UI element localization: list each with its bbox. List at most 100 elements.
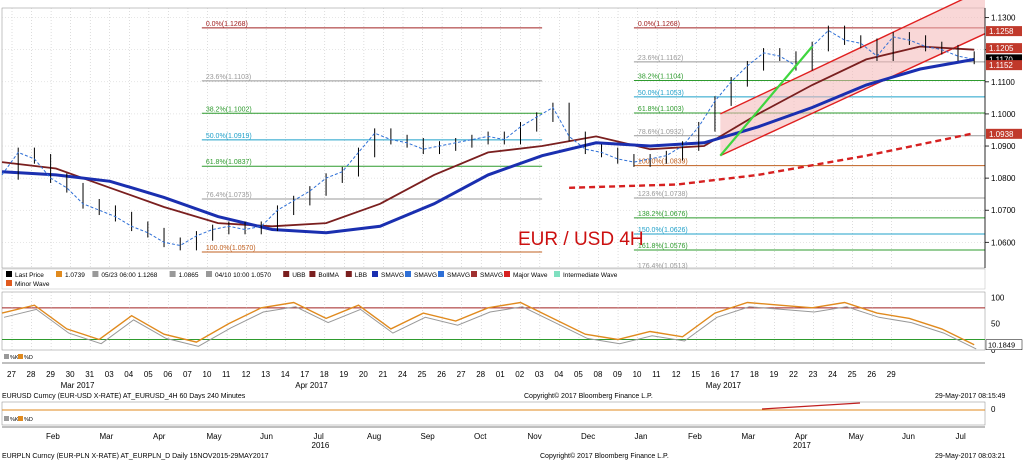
legend-swatch [6, 280, 12, 286]
date-axis: 27 28 29 30 31 03 04 05 06 07 10 11 12 13 14 17 18 19 20 21… [2, 362, 985, 390]
month-tick-label: Aug [367, 432, 381, 441]
legend-label: 05/23 06:00 1.1268 [101, 272, 157, 279]
price-tag [986, 26, 1022, 37]
date-tick-label: 10 [633, 370, 642, 379]
date-tick-label: 20 [359, 370, 368, 379]
fib-label: 76.4%(1.0735) [206, 192, 252, 199]
legend-label: Major Wave [513, 272, 548, 279]
date-tick-label: 26 [437, 370, 446, 379]
fib-label: 138.2%(1.0676) [638, 211, 688, 218]
date-tick-label: 29 [46, 370, 55, 379]
price-tag-label: 1.1170 [989, 55, 1013, 64]
monthly-axis: Feb Mar Apr May Jun Jul Aug Sep Oct Nov Dec Jan Feb M… [2, 426, 985, 450]
year-label: 2016 [312, 441, 330, 450]
fib-label: 100.0%(1.0570) [206, 245, 256, 252]
date-tick-label: 16 [711, 370, 720, 379]
legend-label: %K [10, 355, 19, 361]
legend-swatch [372, 271, 378, 277]
sma-line [1, 57, 975, 235]
legend-label: 1.0739 [65, 272, 85, 279]
axis-tick-label: 1.0700 [991, 206, 1016, 215]
fib-label: 38.2%(1.1002) [206, 106, 252, 113]
price-tag [986, 60, 1022, 71]
legend-swatch [206, 271, 212, 277]
legend-label: Intermediate Wave [563, 272, 618, 279]
date-tick-label: 05 [144, 370, 153, 379]
date-tick-label: 14 [281, 370, 290, 379]
legend-label: Last Price [15, 272, 44, 279]
timestamp-label-2: 29-May-2017 08:03:21 [935, 453, 1006, 460]
security-label: EURUSD Curncy (EUR-USD X-RATE) AT_EURUSD… [2, 393, 246, 400]
month-tick-label: Mar [100, 432, 114, 441]
month-tick-label: May [849, 432, 864, 441]
price-tag-label: 1.1152 [989, 61, 1013, 70]
legend-swatch [6, 271, 12, 277]
copyright-label-2: Copyright© 2017 Bloomberg Finance L.P. [540, 452, 669, 460]
date-tick-label: 18 [320, 370, 329, 379]
channel-lower-line [720, 33, 986, 157]
fib-label: 50.0%(1.0919) [206, 133, 252, 140]
date-tick-label: 01 [496, 370, 505, 379]
month-tick-label: Feb [46, 432, 60, 441]
minor-wave-line [719, 45, 814, 157]
fib-label: 61.8%(1.0837) [206, 159, 252, 166]
month-tick-label: Jun [902, 432, 915, 441]
date-tick-label: 24 [828, 370, 837, 379]
legend-label: SMAVG [414, 272, 437, 279]
date-tick-label: 24 [398, 370, 407, 379]
legend-swatch [92, 271, 99, 277]
chart-title: EUR / USD 4H [518, 229, 644, 250]
oscillator-k-line [3, 306, 977, 350]
oscillator-value: 10.1849 [988, 341, 1015, 350]
date-tick-label: 19 [339, 370, 348, 379]
price-tag-label: 1.1205 [989, 44, 1014, 53]
axis-tick-label: 1.1100 [991, 78, 1015, 87]
month-tick-label: Jul [956, 432, 966, 441]
eurpln-tick-label: 0 [991, 405, 996, 414]
bollma-line [1, 45, 975, 228]
legend-swatch [56, 271, 62, 277]
date-tick-label: 03 [105, 370, 114, 379]
legend-swatch [438, 271, 444, 277]
oscillator-tick-label: 100 [991, 293, 1005, 302]
legend-swatch [405, 271, 411, 277]
month-tick-label: Nov [528, 432, 542, 441]
date-tick-label: 25 [418, 370, 427, 379]
month-label: May 2017 [706, 381, 742, 390]
price-tag [986, 128, 1022, 139]
legend-swatch [554, 271, 560, 277]
date-tick-label: 13 [261, 370, 270, 379]
fib-label: 0.0%(1.1268) [206, 21, 248, 28]
legend-label: %K [10, 417, 19, 423]
date-tick-label: 03 [535, 370, 544, 379]
date-tick-label: 23 [809, 370, 818, 379]
legend-box [1, 268, 986, 290]
major-wave-line [569, 132, 975, 189]
fib-label: 23.6%(1.1103) [206, 74, 251, 81]
month-tick-label: Jan [635, 432, 648, 441]
date-tick-label: 11 [222, 370, 231, 379]
legend-label: SMAVG [381, 272, 404, 279]
channel-upper-line [720, 0, 963, 115]
date-tick-label: 18 [750, 370, 759, 379]
date-tick-label: 07 [183, 370, 192, 379]
date-tick-label: 09 [613, 370, 622, 379]
legend-swatch [309, 271, 316, 277]
oscillator-axis: 100 50 010.1849 [985, 293, 1023, 355]
legend-label: 04/10 10:00 1.0570 [215, 272, 271, 279]
date-tick-label: 15 [691, 370, 700, 379]
month-tick-label: Oct [474, 432, 487, 441]
fib-label: 176.4%(1.0513) [638, 263, 688, 270]
fib-label: 78.6%(1.0932) [638, 129, 684, 136]
price-axis: 1.13001.12001.11001.10001.09001.08001.07… [984, 8, 1022, 268]
security-label-2: EURPLN Curncy (EUR-PLN X-RATE) AT_EURPLN… [2, 453, 269, 460]
oscillator-value-tag [985, 339, 1023, 350]
legend-label: UBB [292, 272, 305, 279]
legend-label: Minor Wave [15, 281, 50, 288]
fib-label: 38.2%(1.1104) [638, 74, 683, 81]
date-tick-label: 19 [769, 370, 778, 379]
date-tick-label: 27 [457, 370, 466, 379]
date-tick-label: 29 [887, 370, 896, 379]
legend-label: %D [24, 417, 33, 423]
